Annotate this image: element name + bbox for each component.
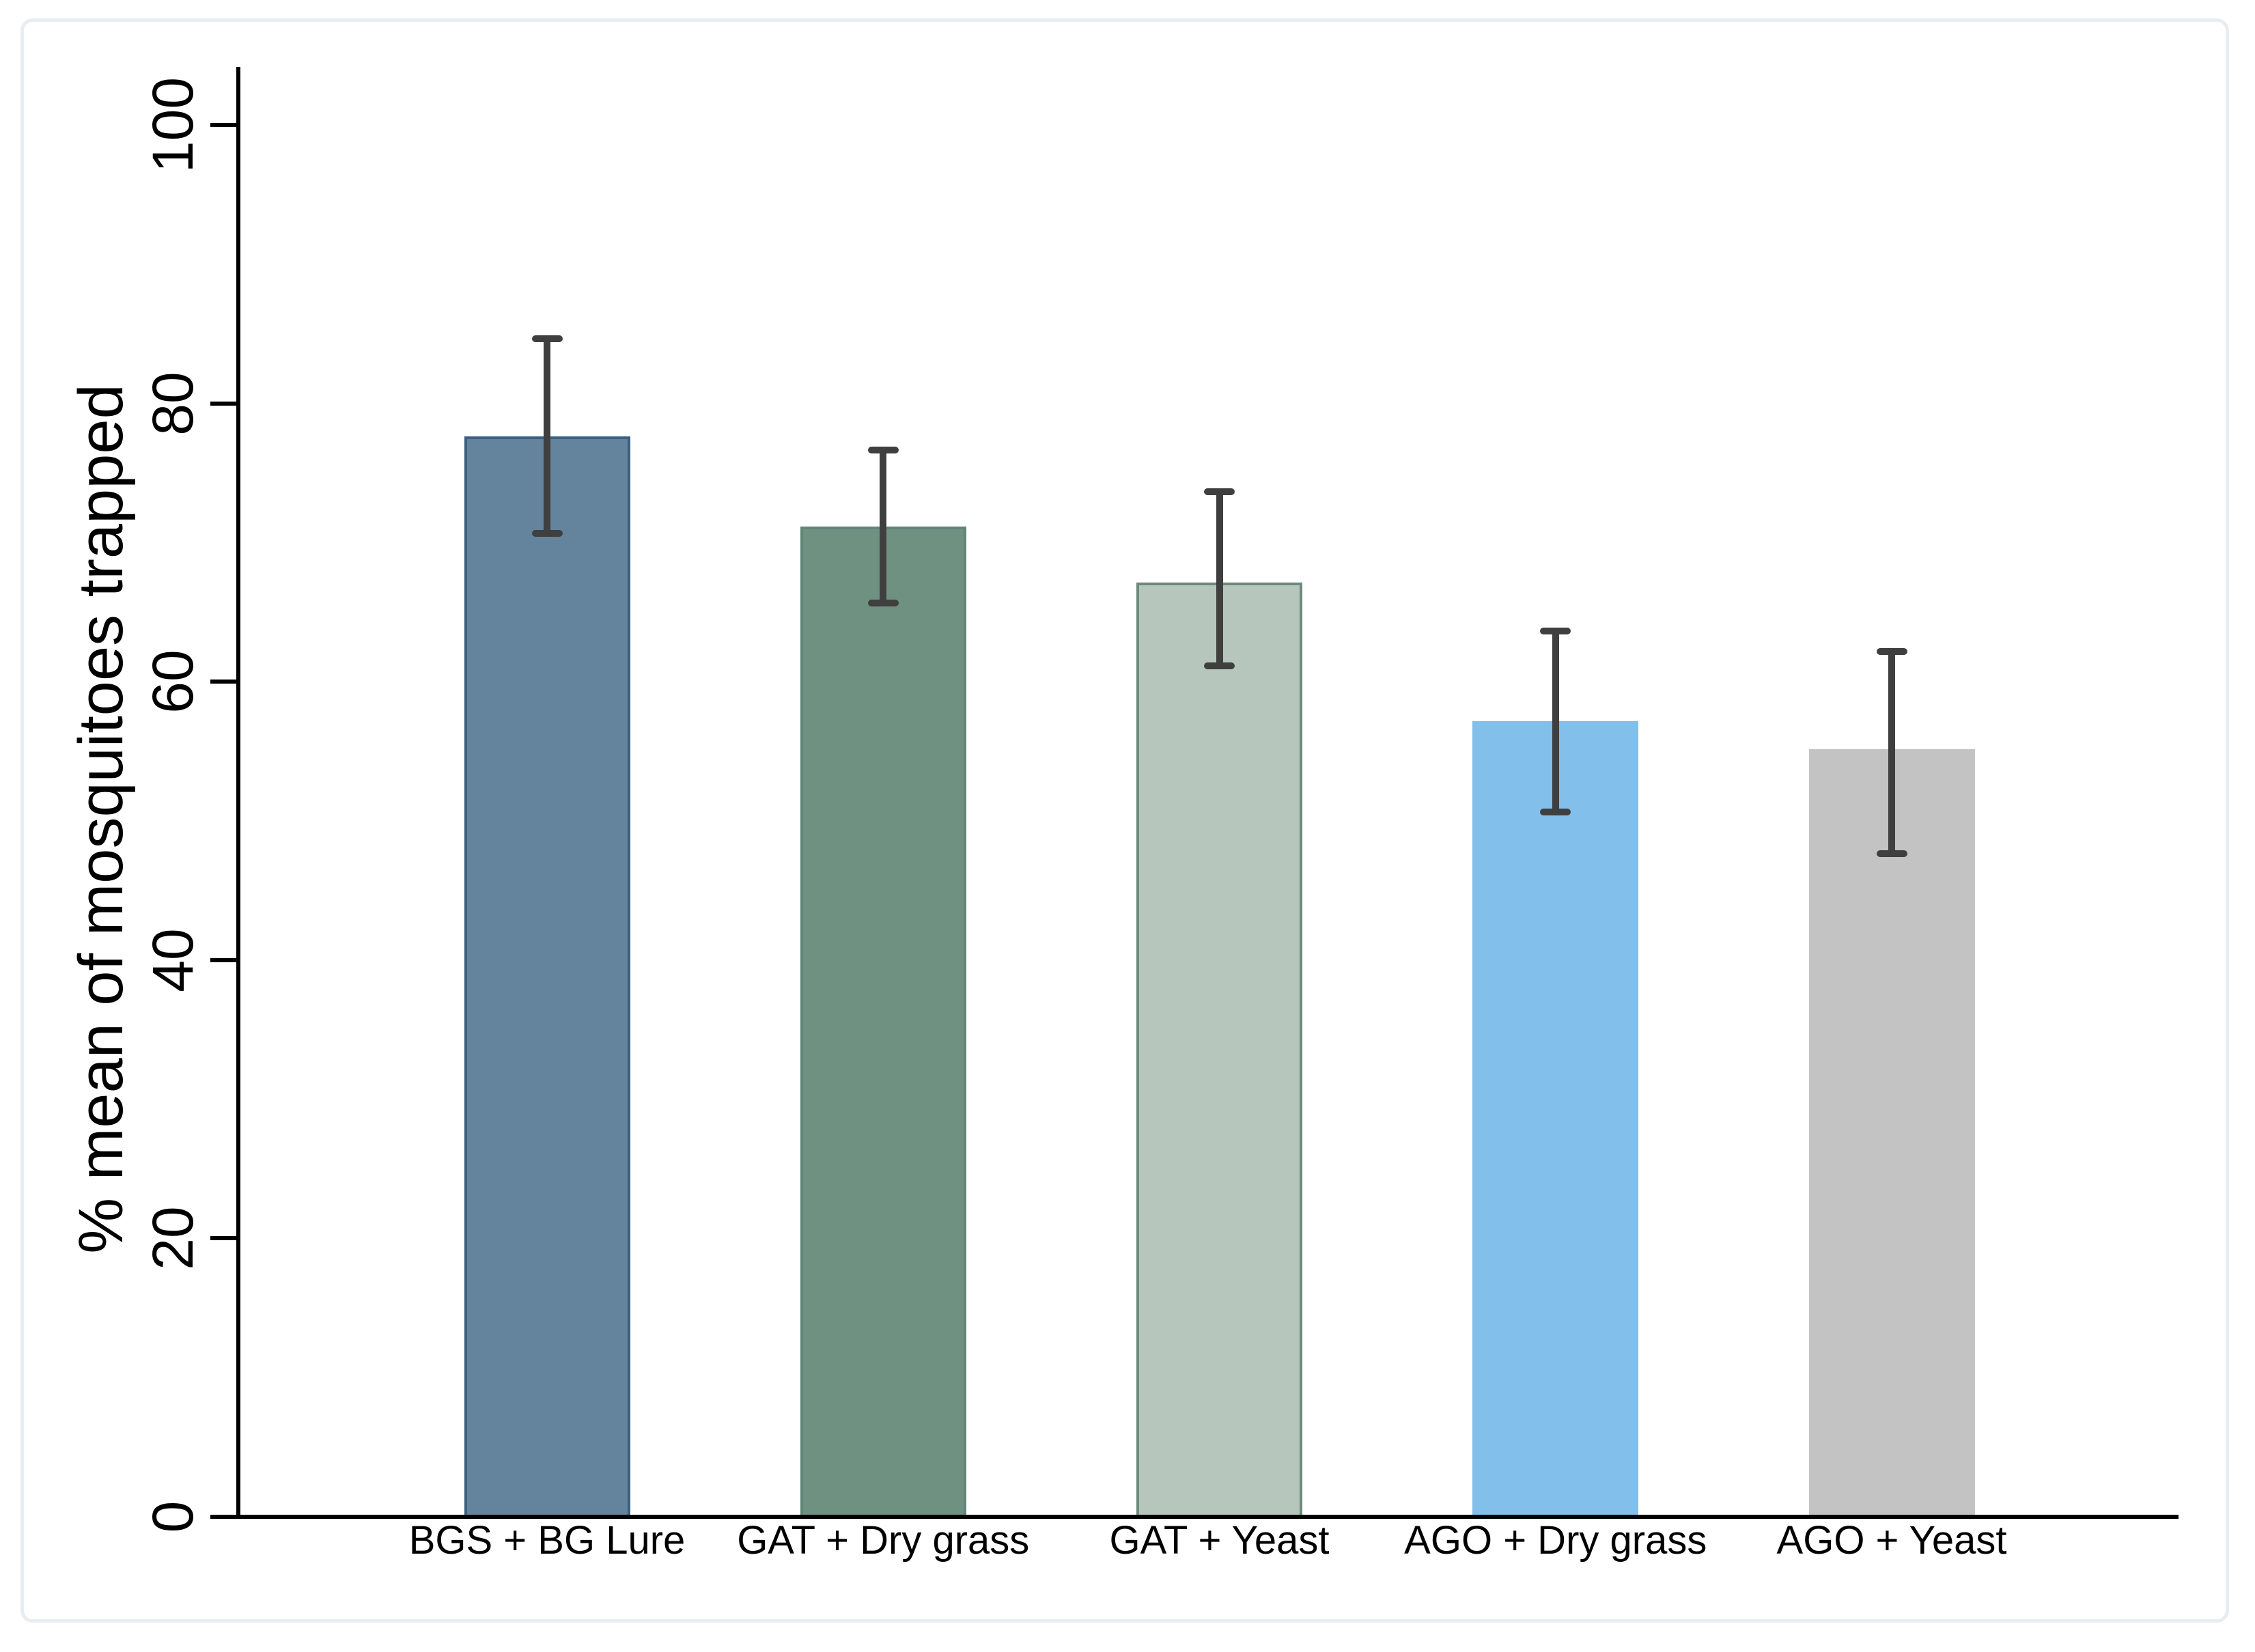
x-category-label-ago-yeast: AGO + Yeast bbox=[1776, 1518, 2007, 1563]
bar-ago-yeast bbox=[1808, 749, 1975, 1515]
error-bar-line-ago-dry-grass bbox=[1552, 630, 1559, 812]
y-tick-mark bbox=[210, 123, 236, 127]
error-cap-upper-gat-yeast bbox=[1204, 488, 1235, 496]
x-category-label-bgs-bg-lure: BGS + BG Lure bbox=[408, 1518, 686, 1563]
error-cap-lower-ago-dry-grass bbox=[1540, 808, 1571, 815]
error-cap-upper-ago-yeast bbox=[1876, 648, 1907, 656]
error-bar-line-ago-yeast bbox=[1888, 652, 1895, 854]
x-category-label-gat-yeast: GAT + Yeast bbox=[1109, 1518, 1330, 1563]
bar-gat-yeast bbox=[1136, 582, 1302, 1515]
y-axis-line bbox=[236, 67, 240, 1519]
error-cap-lower-gat-yeast bbox=[1204, 662, 1235, 669]
error-cap-upper-bgs-bg-lure bbox=[531, 335, 563, 342]
y-tick-label-80: 80 bbox=[141, 371, 205, 436]
y-tick-label-100: 100 bbox=[141, 76, 205, 173]
error-cap-lower-bgs-bg-lure bbox=[531, 530, 563, 537]
error-bar-line-bgs-bg-lure bbox=[544, 338, 550, 534]
y-tick-label-20: 20 bbox=[141, 1206, 205, 1271]
error-bar-line-gat-dry-grass bbox=[880, 449, 887, 604]
y-tick-label-40: 40 bbox=[141, 928, 205, 992]
y-tick-label-0: 0 bbox=[141, 1500, 205, 1533]
error-bar-line-gat-yeast bbox=[1216, 492, 1223, 666]
error-cap-upper-gat-dry-grass bbox=[867, 446, 899, 453]
y-tick-mark bbox=[210, 957, 236, 962]
bar-bgs-bg-lure bbox=[464, 436, 630, 1515]
x-axis-line bbox=[236, 1515, 2179, 1519]
bar-gat-dry-grass bbox=[800, 527, 966, 1515]
y-tick-label-60: 60 bbox=[141, 649, 205, 714]
error-cap-lower-ago-yeast bbox=[1876, 850, 1907, 857]
y-tick-mark bbox=[210, 1236, 236, 1241]
bar-ago-dry-grass bbox=[1472, 721, 1639, 1515]
error-cap-lower-gat-dry-grass bbox=[867, 600, 899, 607]
y-tick-mark bbox=[210, 401, 236, 406]
error-cap-upper-ago-dry-grass bbox=[1540, 627, 1571, 634]
y-tick-mark bbox=[210, 1515, 236, 1519]
y-axis-title: % mean of mosquitoes trapped bbox=[66, 384, 136, 1254]
y-tick-mark bbox=[210, 680, 236, 684]
x-category-label-ago-dry-grass: AGO + Dry grass bbox=[1404, 1518, 1707, 1563]
x-category-label-gat-dry-grass: GAT + Dry grass bbox=[737, 1518, 1030, 1563]
